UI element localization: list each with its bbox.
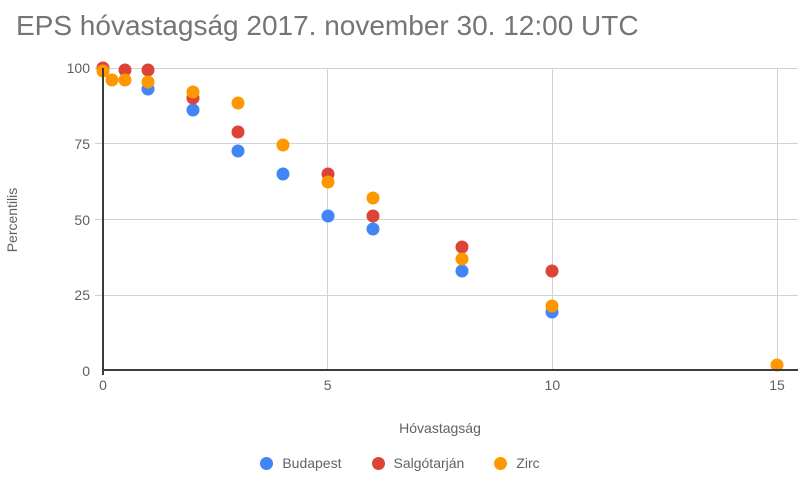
y-tick-label: 50	[74, 211, 90, 228]
x-tick-label: 15	[769, 377, 785, 393]
data-point[interactable]	[276, 138, 290, 152]
data-point[interactable]	[186, 85, 200, 99]
legend-label: Salgótarján	[393, 455, 465, 471]
plot-area	[95, 61, 798, 372]
x-tick-label: 5	[323, 377, 332, 393]
data-point[interactable]	[366, 222, 380, 236]
y-tick-mark	[95, 143, 103, 145]
y-axis-line	[102, 68, 104, 375]
data-point[interactable]	[141, 75, 155, 89]
chart-title: EPS hóvastagság 2017. november 30. 12:00…	[16, 10, 639, 41]
legend-item[interactable]: Salgótarján	[371, 455, 465, 471]
data-point[interactable]	[276, 167, 290, 181]
h-gridline	[103, 67, 798, 69]
legend: Budapest Salgótarján Zirc	[0, 454, 800, 472]
x-tick-label: 10	[544, 377, 561, 393]
x-tick-label: 0	[99, 377, 107, 393]
legend-swatch	[260, 456, 274, 470]
data-point[interactable]	[455, 252, 469, 266]
y-tick-label: 75	[74, 135, 90, 152]
legend-label: Budapest	[282, 455, 342, 471]
y-tick-label: 0	[82, 363, 90, 379]
h-gridline	[103, 143, 798, 145]
legend-swatch	[371, 456, 385, 470]
legend-item[interactable]: Zirc	[494, 455, 540, 471]
data-point[interactable]	[770, 358, 784, 372]
data-point[interactable]	[366, 209, 380, 223]
legend-label: Zirc	[516, 455, 540, 471]
data-point[interactable]	[455, 240, 469, 254]
y-tick-mark	[95, 294, 103, 296]
data-point[interactable]	[105, 73, 119, 87]
x-axis-title: Hóvastagság	[399, 420, 481, 436]
y-axis-title: Percentilis	[4, 187, 20, 253]
data-point[interactable]	[455, 264, 469, 278]
v-gridline	[551, 68, 553, 371]
points-layer	[96, 61, 784, 372]
data-point[interactable]	[366, 191, 380, 205]
data-point[interactable]	[545, 299, 559, 313]
v-gridline	[776, 68, 778, 371]
y-tick-mark	[95, 219, 103, 220]
h-gridline	[103, 294, 798, 296]
data-point[interactable]	[545, 264, 559, 278]
data-point[interactable]	[231, 96, 245, 110]
data-point[interactable]	[141, 63, 155, 76]
data-point[interactable]	[321, 175, 335, 189]
data-point[interactable]	[231, 125, 245, 139]
legend-swatch	[494, 456, 508, 470]
data-point[interactable]	[321, 209, 335, 223]
legend-item[interactable]: Budapest	[260, 455, 342, 471]
x-axis-line	[102, 369, 798, 371]
h-gridline	[103, 219, 798, 220]
data-point[interactable]	[118, 63, 132, 76]
y-tick-label: 25	[74, 287, 90, 304]
data-point[interactable]	[186, 103, 200, 117]
data-point[interactable]	[231, 144, 245, 158]
data-point[interactable]	[118, 73, 132, 87]
y-tick-label: 100	[66, 60, 90, 76]
